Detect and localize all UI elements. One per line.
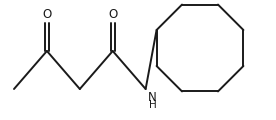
Text: O: O — [42, 8, 52, 21]
Text: N: N — [148, 91, 156, 104]
Text: O: O — [108, 8, 117, 21]
Text: H: H — [149, 100, 156, 110]
